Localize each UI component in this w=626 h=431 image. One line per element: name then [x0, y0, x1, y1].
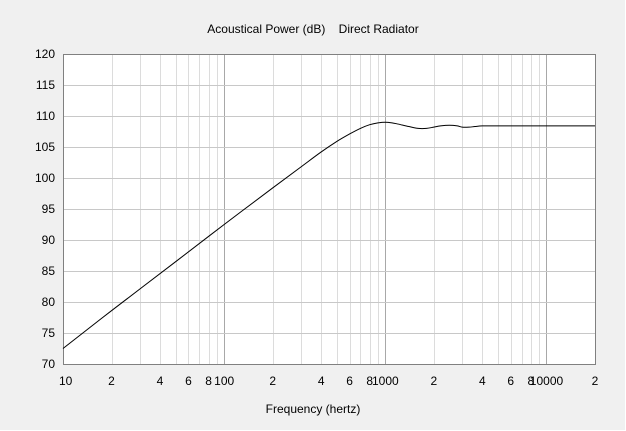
grid-lines	[63, 54, 596, 365]
x-tick-label: 1000	[372, 374, 399, 388]
y-tick-label: 120	[35, 47, 55, 61]
y-tick-label: 95	[42, 202, 56, 216]
x-tick-label: 6	[346, 374, 353, 388]
x-tick-label: 2	[592, 374, 599, 388]
x-tick-label: 4	[157, 374, 164, 388]
y-tick-label: 105	[35, 140, 55, 154]
y-tick-label: 75	[42, 326, 56, 340]
y-tick-label: 70	[42, 357, 56, 371]
y-tick-label: 100	[35, 171, 55, 185]
x-tick-label: 10	[59, 374, 73, 388]
x-axis-label: Frequency (hertz)	[266, 402, 361, 416]
x-tick-label: 8	[528, 374, 535, 388]
y-tick-label: 115	[36, 78, 55, 92]
x-tick-label: 100	[214, 374, 234, 388]
x-tick-label: 2	[430, 374, 437, 388]
chart-title: Acoustical Power (dB) Direct Radiator	[207, 22, 418, 36]
x-tick-label: 6	[507, 374, 514, 388]
y-tick-label: 90	[42, 233, 56, 247]
series-line	[62, 121, 595, 349]
x-tick-label: 4	[318, 374, 325, 388]
plot-border	[63, 54, 596, 365]
x-tick-label: 4	[479, 374, 486, 388]
x-tick-label: 6	[185, 374, 192, 388]
y-tick-label: 85	[42, 264, 56, 278]
x-tick-label: 2	[108, 374, 115, 388]
y-tick-label: 80	[42, 295, 56, 309]
x-tick-label: 10000	[530, 374, 564, 388]
x-tick-label: 8	[366, 374, 373, 388]
y-axis-ticks: 70 75 80 85 90 95 100 105 110 115 120	[35, 47, 55, 371]
x-tick-label: 8	[205, 374, 212, 388]
x-tick-label: 2	[269, 374, 276, 388]
y-tick-label: 110	[36, 109, 55, 123]
